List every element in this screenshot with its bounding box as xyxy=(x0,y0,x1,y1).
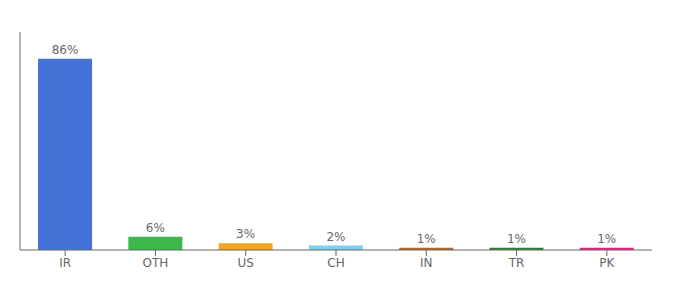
svg-text:TR: TR xyxy=(508,256,525,270)
svg-text:IR: IR xyxy=(59,256,71,270)
svg-text:CH: CH xyxy=(327,256,344,270)
svg-text:86%: 86% xyxy=(52,43,79,57)
svg-text:6%: 6% xyxy=(146,221,165,235)
svg-text:1%: 1% xyxy=(417,232,436,246)
svg-text:2%: 2% xyxy=(326,230,345,244)
svg-text:3%: 3% xyxy=(236,227,255,241)
svg-text:PK: PK xyxy=(599,256,615,270)
svg-text:IN: IN xyxy=(420,256,433,270)
svg-text:US: US xyxy=(238,256,254,270)
svg-text:OTH: OTH xyxy=(143,256,169,270)
svg-text:1%: 1% xyxy=(597,232,616,246)
svg-text:1%: 1% xyxy=(507,232,526,246)
